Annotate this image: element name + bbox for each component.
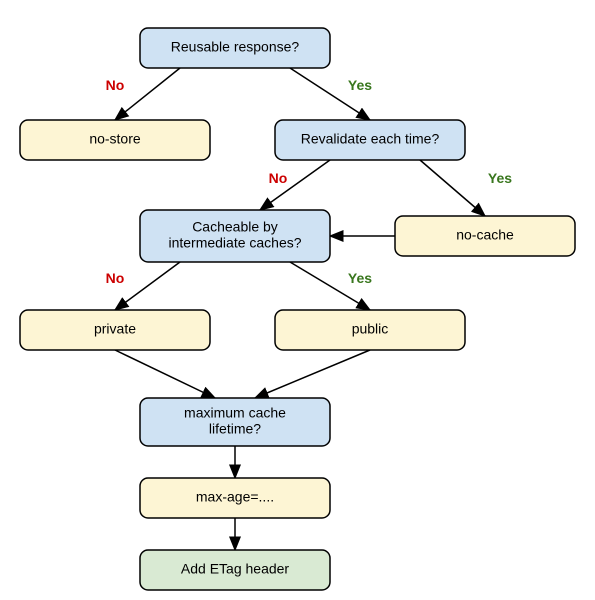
node-nostore: no-store <box>20 120 210 160</box>
node-private: private <box>20 310 210 350</box>
node-reusable-label: Reusable response? <box>171 39 300 55</box>
node-private-label: private <box>94 321 136 337</box>
node-public: public <box>275 310 465 350</box>
node-maxage: max-age=.... <box>140 478 330 518</box>
edge-label-no-5: No <box>106 270 125 286</box>
edge-revalidate-nocache <box>420 160 485 216</box>
edge-label-no-0: No <box>106 77 125 93</box>
node-nocache: no-cache <box>395 216 575 256</box>
node-etag-label: Add ETag header <box>181 561 290 577</box>
node-maxlife-label: lifetime? <box>209 421 261 437</box>
node-intermed-label: intermediate caches? <box>168 235 301 251</box>
edge-intermed-private <box>115 262 180 310</box>
node-nostore-label: no-store <box>89 131 141 147</box>
edge-public-maxlife <box>255 350 370 398</box>
node-revalidate: Revalidate each time? <box>275 120 465 160</box>
node-public-label: public <box>352 321 389 337</box>
edge-reusable-revalidate <box>290 68 370 120</box>
node-reusable: Reusable response? <box>140 28 330 68</box>
edge-reusable-nostore <box>115 68 180 120</box>
edge-label-yes-6: Yes <box>348 270 372 286</box>
node-etag: Add ETag header <box>140 550 330 590</box>
node-maxage-label: max-age=.... <box>196 489 274 505</box>
node-intermed: Cacheable byintermediate caches? <box>140 210 330 262</box>
edge-label-no-2: No <box>269 170 288 186</box>
node-revalidate-label: Revalidate each time? <box>301 131 440 147</box>
edge-label-yes-1: Yes <box>348 77 372 93</box>
node-maxlife: maximum cachelifetime? <box>140 398 330 446</box>
edge-label-yes-3: Yes <box>488 170 512 186</box>
node-intermed-label: Cacheable by <box>192 219 278 235</box>
node-maxlife-label: maximum cache <box>184 405 286 421</box>
edge-private-maxlife <box>115 350 215 398</box>
node-nocache-label: no-cache <box>456 227 514 243</box>
flowchart-canvas: Reusable response? no-store Revalidate eac… <box>0 0 595 600</box>
